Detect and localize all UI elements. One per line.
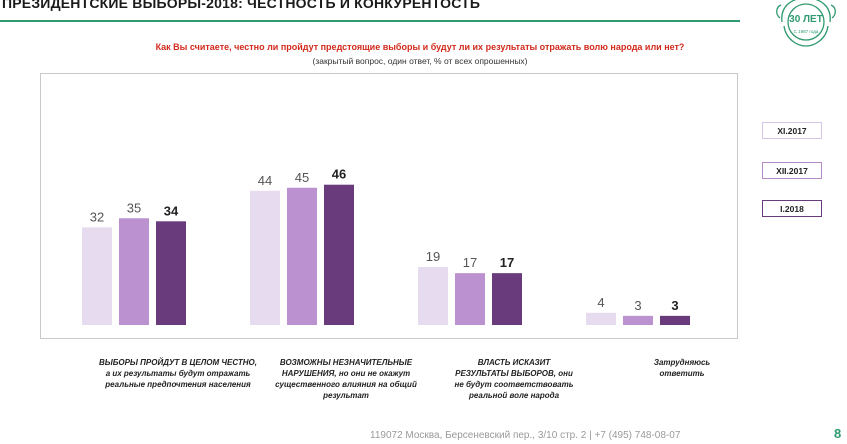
category-label-line: ВЛАСТЬ ИСКАЗИТ [477, 358, 551, 367]
data-label-xi-2017-cat3: 19 [426, 249, 440, 264]
category-label-line: не будут соответствовать [454, 380, 574, 389]
data-label-xi-2017-cat2: 44 [258, 173, 272, 188]
bar-i-2018-cat3 [492, 273, 522, 325]
data-label-i-2018-cat4: 3 [671, 298, 678, 313]
legend-item-xi-2017: XI.2017 [762, 122, 822, 139]
bar-i-2018-cat2 [324, 184, 354, 325]
data-label-xii-2017-cat1: 35 [127, 200, 141, 215]
bar-xi-2017-cat2 [250, 190, 280, 325]
category-label-line: а их результаты будут отражать [105, 369, 251, 378]
category-label-3: ВЛАСТЬ ИСКАЗИТ РЕЗУЛЬТАТЫ ВЫБОРОВ, они не … [434, 357, 594, 401]
bar-xi-2017-cat3 [418, 267, 448, 325]
page-number: 8 [834, 426, 842, 441]
category-label-1: ВЫБОРЫ ПРОЙДУТ В ЦЕЛОМ ЧЕСТНО, а их резул… [83, 357, 273, 390]
page-title: ПРЕЗИДЕНТСКИЕ ВЫБОРЫ-2018: ЧЕСТНОСТЬ И К… [2, 0, 481, 11]
bar-xii-2017-cat2 [287, 187, 317, 325]
category-label-line: реальные предпочтения населения [105, 380, 251, 389]
data-label-xii-2017-cat4: 3 [634, 298, 641, 313]
bar-xi-2017-cat1 [82, 227, 112, 325]
data-label-xi-2017-cat4: 4 [597, 295, 604, 310]
bar-xii-2017-cat4 [623, 315, 653, 325]
bar-xi-2017-cat4 [586, 312, 616, 325]
category-label-line: НАРУШЕНИЯ, но они не окажут [281, 369, 411, 378]
category-label-line: существенного влияния на общий [275, 380, 417, 389]
data-label-i-2018-cat2: 46 [332, 167, 346, 182]
logo-30-years-icon: 30 ЛЕТ С 1987 года [776, 0, 836, 47]
bar-xii-2017-cat1 [119, 218, 149, 325]
category-label-line: ВЫБОРЫ ПРОЙДУТ В ЦЕЛОМ ЧЕСТНО, [99, 358, 257, 367]
data-label-i-2018-cat3: 17 [500, 255, 514, 270]
data-label-xii-2017-cat3: 17 [463, 255, 477, 270]
category-label-line: реальной воле народа [468, 391, 560, 400]
legend-item-xii-2017: XII.2017 [762, 162, 822, 179]
legend-item-i-2018: I.2018 [762, 200, 822, 217]
bar-chart: 32 35 34 44 45 46 19 17 17 4 3 3 [82, 167, 690, 325]
data-label-i-2018-cat1: 34 [164, 203, 179, 218]
category-label-line: ответить [659, 369, 705, 378]
category-label-2: ВОЗМОЖНЫ НЕЗНАЧИТЕЛЬНЫЕ НАРУШЕНИЯ, но они… [261, 357, 431, 401]
category-label-line: ВОЗМОЖНЫ НЕЗНАЧИТЕЛЬНЫЕ [279, 358, 413, 367]
logo-text: 30 ЛЕТ [789, 14, 823, 25]
bar-xii-2017-cat3 [455, 273, 485, 325]
bar-i-2018-cat4 [660, 315, 690, 325]
category-label-4: Затрудняюсь ответить [627, 357, 737, 379]
category-label-line: результат [323, 391, 369, 400]
bar-i-2018-cat1 [156, 221, 186, 325]
footer-contacts: 119072 Москва, Берсеневский пер., 3/10 с… [370, 430, 681, 441]
data-label-xii-2017-cat2: 45 [295, 170, 309, 185]
logo-subtext: С 1987 года [794, 29, 819, 34]
data-label-xi-2017-cat1: 32 [90, 209, 104, 224]
title-divider [0, 20, 740, 22]
survey-question: Как Вы считаете, честно ли пройдут предс… [155, 42, 685, 52]
category-label-line: РЕЗУЛЬТАТЫ ВЫБОРОВ, они [455, 369, 573, 378]
category-label-line: Затрудняюсь [653, 358, 711, 367]
survey-question-note: (закрытый вопрос, один ответ, % от всех … [312, 56, 528, 66]
